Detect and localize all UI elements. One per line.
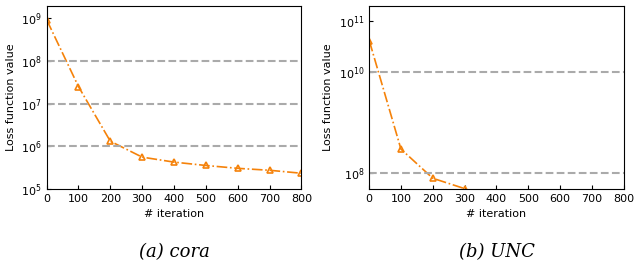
Y-axis label: Loss function value: Loss function value <box>6 43 15 151</box>
X-axis label: # iteration: # iteration <box>144 209 204 219</box>
Title: (b) UNC: (b) UNC <box>458 243 534 261</box>
Title: (a) cora: (a) cora <box>139 243 209 261</box>
X-axis label: # iteration: # iteration <box>467 209 527 219</box>
Y-axis label: Loss function value: Loss function value <box>323 43 333 151</box>
